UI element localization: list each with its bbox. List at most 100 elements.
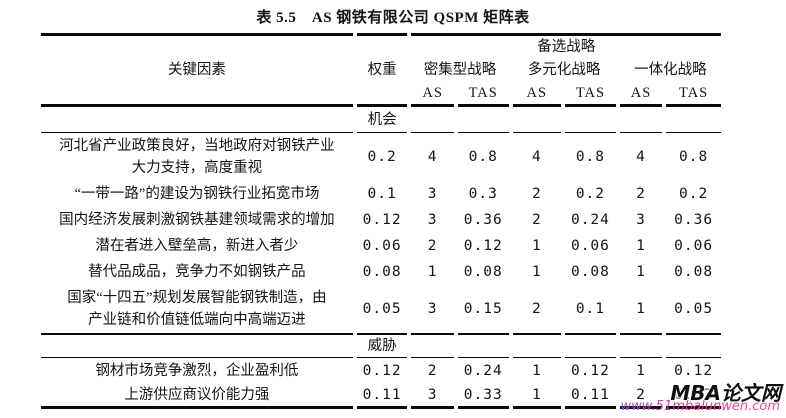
tas-header: TAS xyxy=(565,82,616,107)
empty-cell xyxy=(457,107,509,133)
tas-header: TAS xyxy=(457,82,509,107)
weight-cell: 0.1 xyxy=(367,186,397,202)
weight-cell: 0.08 xyxy=(362,264,402,280)
weight-cell: 0.06 xyxy=(362,238,402,254)
empty-cell xyxy=(512,107,562,133)
table-row: 上游供应商议价能力强 0.11 3 0.33 1 0.11 2 0.22 xyxy=(41,384,721,409)
tas-value-cell: 0.05 xyxy=(674,301,714,317)
as-value-cell: 1 xyxy=(427,264,438,280)
tas-value-cell: 0.08 xyxy=(674,264,714,280)
tas-value-cell: 0.24 xyxy=(463,363,503,379)
header-row-1: 关键因素 权重 备选战略 xyxy=(41,33,721,107)
as-value-cell: 2 xyxy=(619,384,663,409)
empty-cell xyxy=(41,333,353,358)
tas-header: TAS xyxy=(666,82,721,107)
tas-value-cell: 0.1 xyxy=(575,301,606,317)
as-header: AS xyxy=(512,82,562,107)
watermark-site-url: www.51mbalunwen.com xyxy=(620,399,780,414)
table-caption: 表 5.5 AS 钢铁有限公司 QSPM 矩阵表 xyxy=(256,10,530,26)
as-value-cell: 1 xyxy=(531,238,542,254)
tas-value-cell: 0.2 xyxy=(679,186,709,202)
empty-cell xyxy=(41,107,353,133)
weight-cell: 0.11 xyxy=(356,384,408,409)
as-value-cell: 2 xyxy=(531,212,542,228)
tas-value-cell: 0.36 xyxy=(463,212,503,228)
tas-value-cell: 0.8 xyxy=(575,149,606,165)
tas-value-cell: 0.12 xyxy=(570,363,610,379)
tas-value-cell: 0.08 xyxy=(570,264,610,280)
header-row-2: 密集型战略 多元化战略 一体化战略 xyxy=(41,58,721,82)
as-value-cell: 4 xyxy=(636,149,646,165)
empty-cell xyxy=(619,107,663,133)
table-row: 潜在者进入壁垒高，新进入者少 0.06 2 0.12 1 0.06 1 0.06 xyxy=(41,233,721,259)
tas-value-cell: 0.22 xyxy=(666,384,721,409)
as-value-cell: 1 xyxy=(636,264,646,280)
as-value-cell: 4 xyxy=(531,149,542,165)
as-value-cell: 2 xyxy=(636,186,646,202)
tas-value-cell: 0.8 xyxy=(679,149,709,165)
as-value-cell: 3 xyxy=(636,212,646,228)
factor-cell: 钢材市场竞争激烈，企业盈利低 xyxy=(95,363,299,379)
as-value-cell: 1 xyxy=(512,384,562,409)
as-value-cell: 2 xyxy=(427,363,438,379)
tas-value-cell: 0.8 xyxy=(468,149,498,165)
as-value-cell: 2 xyxy=(531,301,542,317)
weight-cell: 0.05 xyxy=(362,301,402,317)
tas-value-cell: 0.24 xyxy=(570,212,610,228)
as-value-cell: 1 xyxy=(531,264,542,280)
tas-value-cell: 0.2 xyxy=(575,186,606,202)
empty-cell xyxy=(411,333,454,358)
empty-cell xyxy=(512,333,562,358)
factor-cell: 国家“十四五”规划发展智能钢铁制造，由 产业链和价值链低端向中高端迈进 xyxy=(67,290,327,328)
section-label: 威胁 xyxy=(356,333,408,358)
factor-cell: 上游供应商议价能力强 xyxy=(41,384,353,409)
table-row: 河北省产业政策良好，当地政府对钢铁产业 大力支持，高度重视 0.2 4 0.8 … xyxy=(41,133,721,181)
empty-cell xyxy=(457,333,509,358)
weight-header: 权重 xyxy=(356,33,408,107)
empty-cell xyxy=(411,107,454,133)
tas-value-cell: 0.12 xyxy=(674,363,714,379)
tas-value-cell: 0.06 xyxy=(674,238,714,254)
empty-cell xyxy=(565,333,616,358)
table-row: “一带一路”的建设为钢铁行业拓宽市场 0.1 3 0.3 2 0.2 2 0.2 xyxy=(41,181,721,207)
qspm-table: 关键因素 权重 备选战略 密集型战略 多元化战略 一体化战略 AS TAS AS… xyxy=(37,33,725,409)
tas-value-cell: 0.36 xyxy=(674,212,714,228)
tas-value-cell: 0.15 xyxy=(463,301,503,317)
tas-value-cell: 0.06 xyxy=(570,238,610,254)
empty-cell xyxy=(666,333,721,358)
tas-value-cell: 0.12 xyxy=(463,238,503,254)
as-value-cell: 3 xyxy=(411,384,454,409)
as-value-cell: 2 xyxy=(427,238,438,254)
section-label: 机会 xyxy=(356,107,408,133)
tas-value-cell: 0.3 xyxy=(468,186,498,202)
factor-cell: “一带一路”的建设为钢铁行业拓宽市场 xyxy=(74,186,320,202)
header-row-3: AS TAS AS TAS AS TAS xyxy=(41,82,721,107)
as-value-cell: 1 xyxy=(531,363,542,379)
alternative-strategies-header: 备选战略 xyxy=(411,33,721,58)
table-row: 国内经济发展刺激钢铁基建领域需求的增加 0.12 3 0.36 2 0.24 3… xyxy=(41,207,721,233)
tas-value-cell: 0.08 xyxy=(463,264,503,280)
weight-cell: 0.2 xyxy=(367,149,397,165)
factor-cell: 潜在者进入壁垒高，新进入者少 xyxy=(95,238,299,254)
factor-cell: 河北省产业政策良好，当地政府对钢铁产业 大力支持，高度重视 xyxy=(59,138,335,176)
factor-cell: 替代品成品，竞争力不如钢铁产品 xyxy=(88,264,306,280)
empty-cell xyxy=(565,107,616,133)
strategy-group-header: 多元化战略 xyxy=(527,62,601,78)
as-header: AS xyxy=(619,82,663,107)
as-value-cell: 1 xyxy=(636,238,646,254)
as-value-cell: 1 xyxy=(636,301,646,317)
as-value-cell: 3 xyxy=(427,301,438,317)
section-row-threats: 威胁 xyxy=(41,333,721,358)
as-header: AS xyxy=(411,82,454,107)
table-row: 国家“十四五”规划发展智能钢铁制造，由 产业链和价值链低端向中高端迈进 0.05… xyxy=(41,285,721,333)
tas-value-cell: 0.11 xyxy=(565,384,616,409)
as-value-cell: 3 xyxy=(427,186,438,202)
table-row: 替代品成品，竞争力不如钢铁产品 0.08 1 0.08 1 0.08 1 0.0… xyxy=(41,259,721,285)
as-value-cell: 3 xyxy=(427,212,438,228)
watermark: MBA论文网 www.51mbalunwen.com xyxy=(604,378,784,418)
empty-cell xyxy=(619,333,663,358)
tas-value-cell: 0.33 xyxy=(457,384,509,409)
strategy-group-header: 密集型战略 xyxy=(423,62,497,78)
weight-cell: 0.12 xyxy=(362,363,402,379)
